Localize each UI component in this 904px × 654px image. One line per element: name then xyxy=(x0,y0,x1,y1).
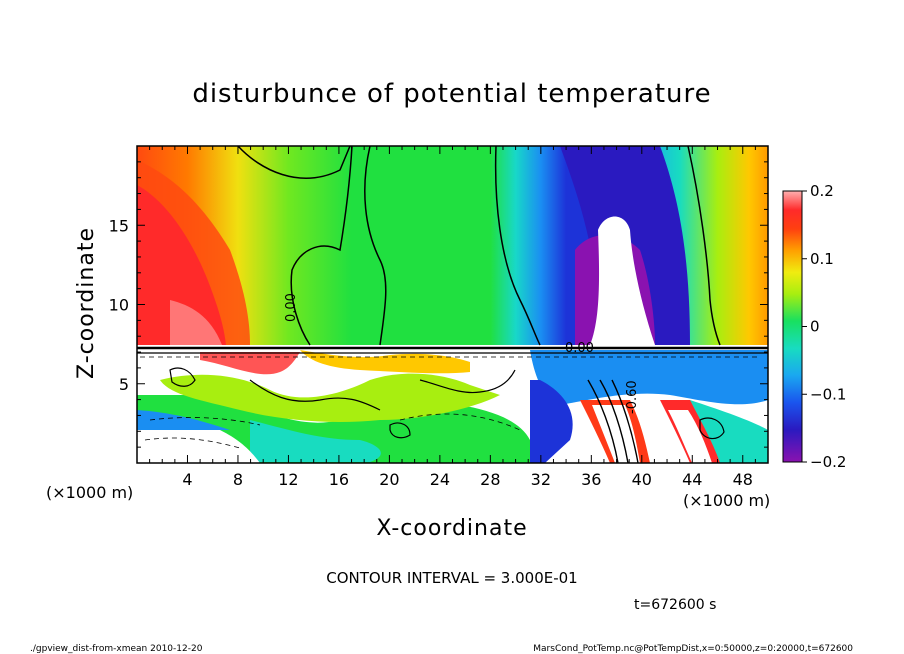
z-unit-label: (×1000 m) xyxy=(46,483,133,502)
contour-label: 0.00 xyxy=(565,341,594,356)
x-tick-label: 48 xyxy=(733,470,753,489)
colorbar-tick-label: 0.2 xyxy=(810,182,834,200)
colorbar-ticks: 0.2 0.1 0 −0.1 −0.2 xyxy=(802,182,846,471)
colorbar-tick-label: −0.1 xyxy=(810,385,846,403)
x-tick-label: 8 xyxy=(233,470,243,489)
x-axis-ticks: 4 8 12 16 20 24 28 32 36 40 44 48 xyxy=(149,146,756,489)
contour-label: -0.60 xyxy=(625,380,640,414)
y-tick-label: 5 xyxy=(119,375,129,394)
x-tick-label: 20 xyxy=(379,470,399,489)
x-tick-label: 4 xyxy=(182,470,192,489)
colorbar-tick-label: −0.2 xyxy=(810,453,846,471)
chart-title: disturbunce of potential temperature xyxy=(192,79,711,109)
y-axis-ticks: 5 10 15 xyxy=(109,161,768,448)
colorbar-tick-label: 0 xyxy=(810,318,820,336)
x-tick-label: 40 xyxy=(632,470,652,489)
y-axis-label: Z-coordinate xyxy=(74,227,99,379)
x-tick-label: 28 xyxy=(480,470,500,489)
colorbar-tick-label: 0.1 xyxy=(810,250,834,268)
time-stamp: t=672600 s xyxy=(634,597,716,613)
x-tick-label: 36 xyxy=(581,470,601,489)
y-tick-label: 10 xyxy=(109,296,129,315)
x-tick-label: 32 xyxy=(531,470,551,489)
footer-left: ./gpview_dist-from-xmean 2010-12-20 xyxy=(30,644,203,654)
x-tick-label: 24 xyxy=(430,470,450,489)
plot-area xyxy=(137,146,768,463)
x-tick-label: 44 xyxy=(682,470,702,489)
footer-right: MarsCond_PotTemp.nc@PotTempDist,x=0:5000… xyxy=(533,644,853,654)
x-axis-label: X-coordinate xyxy=(376,516,527,541)
x-unit-label: (×1000 m) xyxy=(683,491,770,510)
colorbar xyxy=(782,190,803,463)
y-tick-label: 15 xyxy=(109,216,129,235)
contour-interval: CONTOUR INTERVAL = 3.000E-01 xyxy=(326,569,577,587)
x-tick-label: 16 xyxy=(329,470,349,489)
x-tick-label: 12 xyxy=(278,470,298,489)
contour-label: 0.00 xyxy=(284,293,299,322)
